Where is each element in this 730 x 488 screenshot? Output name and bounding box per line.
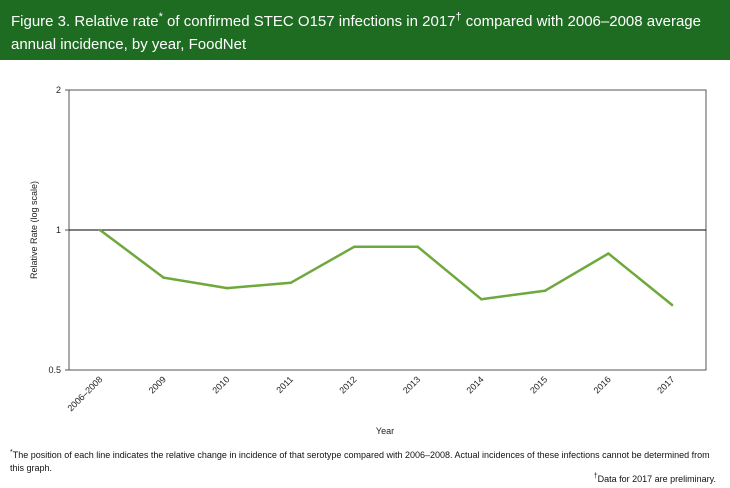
data-point (480, 297, 483, 301)
x-tick-label: 2009 (147, 374, 168, 395)
data-point (352, 245, 356, 249)
y-axis-title: Relative Rate (log scale) (29, 181, 39, 279)
x-axis-title: Year (376, 426, 394, 436)
y-tick-label: 2 (56, 85, 61, 95)
data-point (416, 245, 420, 249)
title-text-1: Figure 3. Relative rate (11, 13, 159, 30)
footnote-1-mark: * (10, 449, 13, 456)
x-tick-label: 2010 (210, 374, 231, 395)
data-point (162, 276, 165, 279)
figure-title: Figure 3. Relative rate* of confirmed ST… (11, 6, 723, 56)
title-text-2: of confirmed STEC O157 infections in 201… (162, 13, 456, 30)
data-point (543, 289, 547, 293)
data-point (225, 286, 229, 290)
x-tick-label: 2011 (274, 374, 295, 395)
y-tick-label: 1 (56, 225, 61, 235)
footnote-2-text: Data for 2017 are preliminary. (597, 474, 716, 484)
x-tick-label: 2016 (592, 374, 613, 395)
data-point (98, 228, 102, 232)
figure-header: Figure 3. Relative rate* of confirmed ST… (0, 0, 730, 60)
x-tick-label: 2014 (465, 374, 486, 395)
title-asterisk: * (158, 11, 163, 23)
x-tick-label: 2012 (337, 374, 358, 395)
x-tick-label: 2013 (401, 374, 422, 395)
data-point (289, 281, 292, 285)
data-point (670, 303, 674, 307)
footnote-2: †Data for 2017 are preliminary. (594, 470, 716, 486)
chart: 0.5 1 2 2006–2008 2009 2010 2011 2012 2013 2014 2… (29, 85, 707, 436)
footnote-2-mark: † (593, 473, 598, 480)
x-tick-label: 2015 (528, 374, 549, 395)
x-tick-label: 2017 (655, 374, 676, 395)
title-dagger: † (455, 11, 462, 23)
y-tick-label: 0.5 (48, 365, 61, 375)
footnote-1-text: The position of each line indicates the … (10, 450, 710, 473)
x-tick-label: 2006–2008 (65, 374, 104, 413)
title-text-3: compared with 2006–2008 average annual i… (11, 13, 701, 53)
footnote-1: *The position of each line indicates the… (10, 446, 722, 475)
series-line (99, 228, 673, 306)
data-point (607, 252, 610, 255)
